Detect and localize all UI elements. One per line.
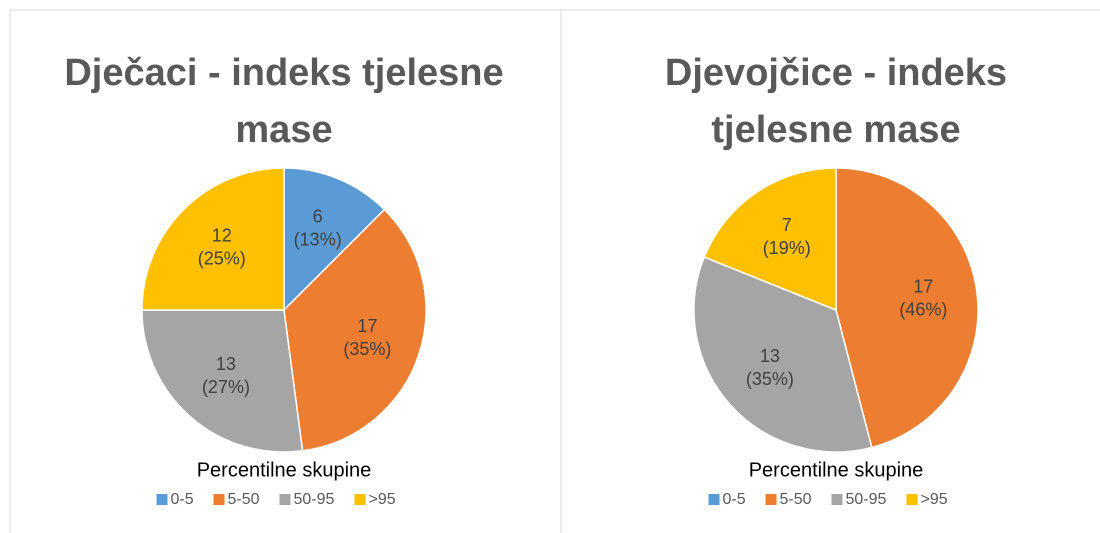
- pie-slice: [693, 256, 873, 453]
- data-label-percent: (27%): [202, 377, 250, 397]
- legend-swatch: [906, 494, 918, 505]
- legend-swatch: [213, 494, 225, 505]
- legend-label: >95: [921, 491, 948, 508]
- legend-label: 5-50: [780, 491, 812, 508]
- legend-swatch: [831, 494, 843, 505]
- data-label: 13: [760, 346, 780, 366]
- pie-slice: [283, 208, 427, 452]
- data-label-percent: (13%): [294, 229, 342, 249]
- legend-title: Percentilne skupine: [749, 459, 924, 481]
- chart-title: mase: [235, 109, 332, 151]
- chart-title: Djevojčice - indeks: [665, 52, 1007, 94]
- pie-slice: [703, 167, 837, 312]
- chart-title: Dječaci - indeks tjelesne: [64, 52, 503, 94]
- data-label: 13: [216, 354, 236, 374]
- data-label: 12: [212, 225, 232, 245]
- legend-swatch: [708, 494, 720, 505]
- legend-label: 5-50: [228, 491, 260, 508]
- data-label-percent: (25%): [198, 248, 246, 268]
- pie-slice: [141, 167, 285, 311]
- data-label-percent: (35%): [746, 369, 794, 389]
- data-label-percent: (19%): [763, 238, 811, 258]
- legend-label: 50-95: [846, 491, 887, 508]
- pie-slice: [283, 167, 386, 312]
- data-label-percent: (46%): [899, 300, 947, 320]
- legend-label: 0-5: [723, 491, 746, 508]
- data-label: 17: [357, 316, 377, 336]
- legend-label: 0-5: [171, 491, 194, 508]
- data-label: 7: [782, 215, 792, 235]
- chart-title: tjelesne mase: [711, 109, 960, 151]
- legend-label: >95: [369, 491, 396, 508]
- pie-slice: [141, 309, 304, 453]
- pie-slice: [835, 167, 979, 449]
- data-label-percent: (35%): [343, 339, 391, 359]
- data-label: 17: [913, 277, 933, 297]
- legend-swatch: [765, 494, 777, 505]
- legend-label: 50-95: [294, 491, 335, 508]
- legend-swatch: [156, 494, 168, 505]
- legend-swatch: [279, 494, 291, 505]
- legend-title: Percentilne skupine: [197, 459, 372, 481]
- data-label: 6: [313, 206, 323, 226]
- legend-swatch: [354, 494, 366, 505]
